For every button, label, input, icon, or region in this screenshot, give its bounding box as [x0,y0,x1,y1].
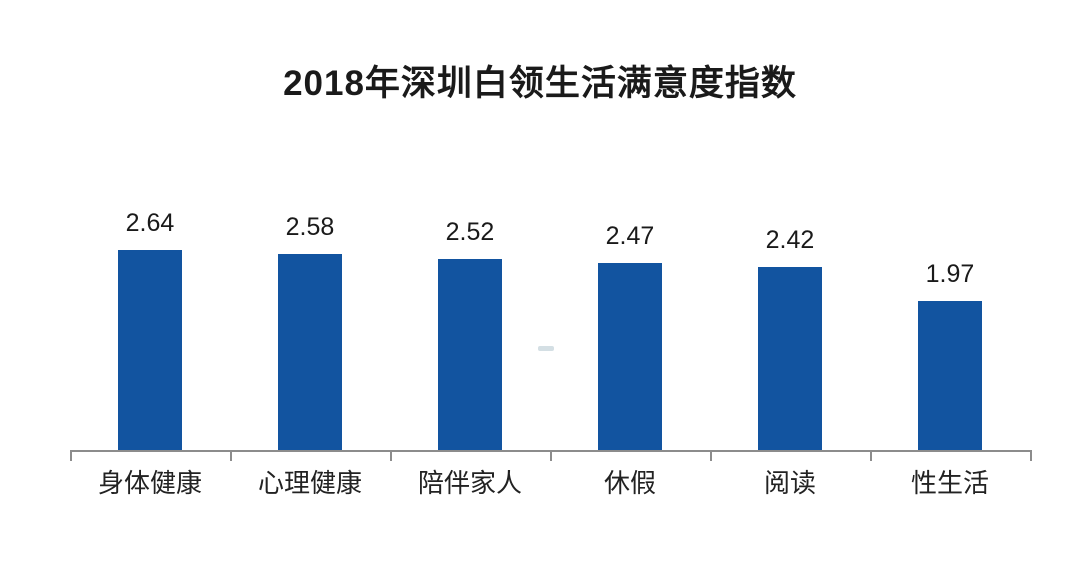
bar [918,301,982,450]
category-label: 陪伴家人 [417,468,522,498]
bar [278,254,342,450]
bar-value-label: 2.52 [445,218,495,246]
axis-tick [230,452,232,461]
bar-value-label: 1.97 [925,260,975,288]
bar-value-label: 2.64 [125,209,175,237]
bar-column: 1.97 [870,262,1030,450]
bar [438,259,502,450]
bar-column: 2.64 [70,211,230,450]
x-axis-line [70,450,1032,462]
axis-tick [870,452,872,461]
axis-tick [1030,452,1032,461]
category-label: 休假 [603,468,656,498]
bar-value-label: 2.58 [285,213,335,241]
bar-column: 2.42 [710,228,870,450]
axis-tick [710,452,712,461]
bar [598,263,662,450]
watermark-dash [538,346,554,351]
bar [118,250,182,450]
bar-value-label: 2.47 [605,222,655,250]
bar-column: 2.58 [230,215,390,450]
category-label: 心理健康 [257,468,362,498]
category-labels: 身体健康 心理健康 陪伴家人 休假 阅读 性生活 [70,468,1030,499]
bar-column: 2.47 [550,224,710,450]
bar-columns: 2.64 2.58 2.52 2.47 2.42 1.97 [70,190,1030,450]
bar-value-label: 2.42 [765,226,815,254]
plot-area: 2.64 2.58 2.52 2.47 2.42 1.97 身体健康 心理健康 陪伴家人 休假 阅… [70,190,1032,510]
axis-tick [390,452,392,461]
axis-tick [70,452,72,461]
category-label: 阅读 [763,468,816,498]
bar [758,267,822,450]
bar-column: 2.52 [390,220,550,450]
category-label: 性生活 [910,468,989,498]
chart-title: 2018年深圳白领生活满意度指数 [283,64,797,103]
axis-tick [550,452,552,461]
category-label: 身体健康 [97,468,202,498]
